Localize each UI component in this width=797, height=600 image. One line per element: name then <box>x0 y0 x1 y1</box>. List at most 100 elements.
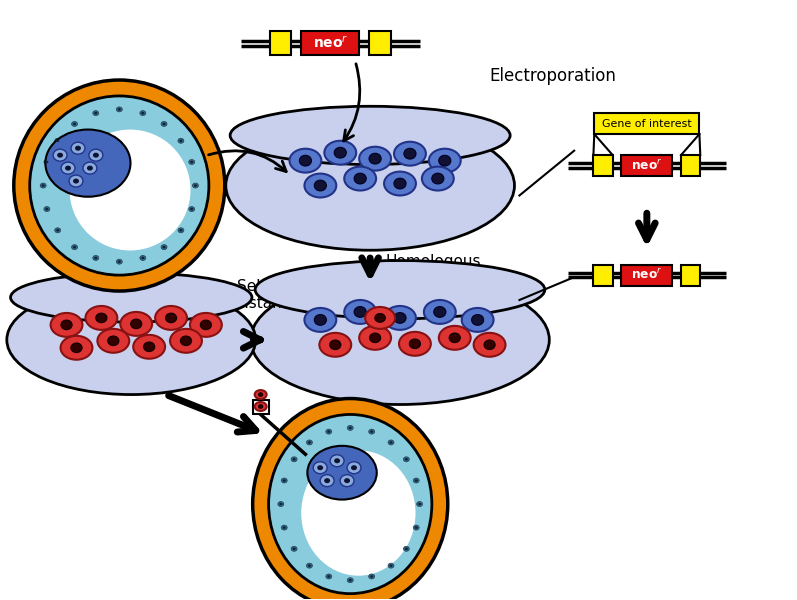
Ellipse shape <box>94 257 97 259</box>
Ellipse shape <box>139 110 146 116</box>
Ellipse shape <box>118 108 121 110</box>
Ellipse shape <box>347 578 353 583</box>
Ellipse shape <box>51 313 82 337</box>
Ellipse shape <box>85 306 117 330</box>
Ellipse shape <box>190 161 193 163</box>
Ellipse shape <box>155 306 187 330</box>
Ellipse shape <box>251 275 549 404</box>
Text: Gene of interest: Gene of interest <box>602 119 692 128</box>
Ellipse shape <box>405 458 408 461</box>
Ellipse shape <box>307 563 312 568</box>
Ellipse shape <box>291 547 297 551</box>
Ellipse shape <box>96 313 107 323</box>
Ellipse shape <box>422 167 453 191</box>
Ellipse shape <box>369 153 381 164</box>
Ellipse shape <box>450 333 461 343</box>
Ellipse shape <box>94 112 97 115</box>
Ellipse shape <box>390 441 392 443</box>
Ellipse shape <box>365 307 395 329</box>
Ellipse shape <box>370 333 381 343</box>
FancyBboxPatch shape <box>622 265 672 286</box>
Ellipse shape <box>418 503 421 505</box>
Ellipse shape <box>72 245 77 250</box>
Ellipse shape <box>269 415 432 593</box>
Ellipse shape <box>404 148 416 159</box>
Ellipse shape <box>375 314 385 322</box>
Ellipse shape <box>71 343 82 353</box>
Ellipse shape <box>281 525 287 530</box>
Ellipse shape <box>413 478 419 483</box>
Ellipse shape <box>194 184 197 187</box>
Ellipse shape <box>370 575 373 578</box>
Ellipse shape <box>314 180 327 191</box>
Ellipse shape <box>344 167 376 191</box>
Ellipse shape <box>394 313 406 323</box>
Text: neo$^r$: neo$^r$ <box>631 158 662 173</box>
Ellipse shape <box>324 478 330 483</box>
Ellipse shape <box>118 260 121 263</box>
Ellipse shape <box>258 393 263 397</box>
Ellipse shape <box>108 336 119 346</box>
Ellipse shape <box>300 155 312 166</box>
Ellipse shape <box>413 525 419 530</box>
Ellipse shape <box>29 96 209 275</box>
Ellipse shape <box>161 121 167 127</box>
Ellipse shape <box>403 457 410 462</box>
Ellipse shape <box>10 273 252 322</box>
Ellipse shape <box>414 479 418 482</box>
Ellipse shape <box>116 259 122 264</box>
Ellipse shape <box>424 300 456 324</box>
Ellipse shape <box>439 326 471 350</box>
Ellipse shape <box>283 479 286 482</box>
Ellipse shape <box>317 465 323 470</box>
Ellipse shape <box>133 335 165 359</box>
Ellipse shape <box>53 149 67 161</box>
Ellipse shape <box>292 458 296 461</box>
Text: neo$^r$: neo$^r$ <box>312 35 348 51</box>
FancyBboxPatch shape <box>594 265 613 286</box>
Ellipse shape <box>73 179 79 184</box>
Ellipse shape <box>434 307 446 317</box>
Ellipse shape <box>61 336 92 360</box>
Ellipse shape <box>163 246 166 248</box>
Ellipse shape <box>314 314 327 325</box>
Ellipse shape <box>328 575 330 578</box>
Ellipse shape <box>278 502 284 506</box>
Ellipse shape <box>189 206 194 212</box>
Ellipse shape <box>349 579 351 581</box>
Ellipse shape <box>388 440 394 445</box>
Ellipse shape <box>399 332 431 356</box>
Ellipse shape <box>301 451 415 576</box>
Ellipse shape <box>61 162 75 174</box>
Ellipse shape <box>410 339 421 349</box>
Ellipse shape <box>14 80 225 291</box>
Ellipse shape <box>291 457 297 462</box>
Ellipse shape <box>120 312 152 336</box>
FancyBboxPatch shape <box>594 155 613 176</box>
Ellipse shape <box>255 390 267 399</box>
Ellipse shape <box>326 429 332 434</box>
Ellipse shape <box>69 130 190 250</box>
Text: Electroporation: Electroporation <box>489 67 616 85</box>
FancyBboxPatch shape <box>681 265 701 286</box>
Ellipse shape <box>384 172 416 196</box>
Ellipse shape <box>369 574 375 579</box>
Ellipse shape <box>57 152 63 158</box>
Ellipse shape <box>354 307 367 317</box>
Ellipse shape <box>308 441 311 443</box>
Ellipse shape <box>370 430 373 433</box>
Ellipse shape <box>139 256 146 260</box>
Ellipse shape <box>73 122 76 125</box>
Ellipse shape <box>359 326 391 350</box>
Ellipse shape <box>429 149 461 173</box>
Ellipse shape <box>280 503 282 505</box>
Ellipse shape <box>92 110 99 116</box>
Polygon shape <box>253 400 269 415</box>
Ellipse shape <box>65 166 71 170</box>
Ellipse shape <box>384 306 416 330</box>
Ellipse shape <box>57 140 59 142</box>
FancyBboxPatch shape <box>269 31 292 55</box>
Ellipse shape <box>178 138 184 143</box>
Ellipse shape <box>351 465 357 470</box>
Ellipse shape <box>178 228 184 233</box>
